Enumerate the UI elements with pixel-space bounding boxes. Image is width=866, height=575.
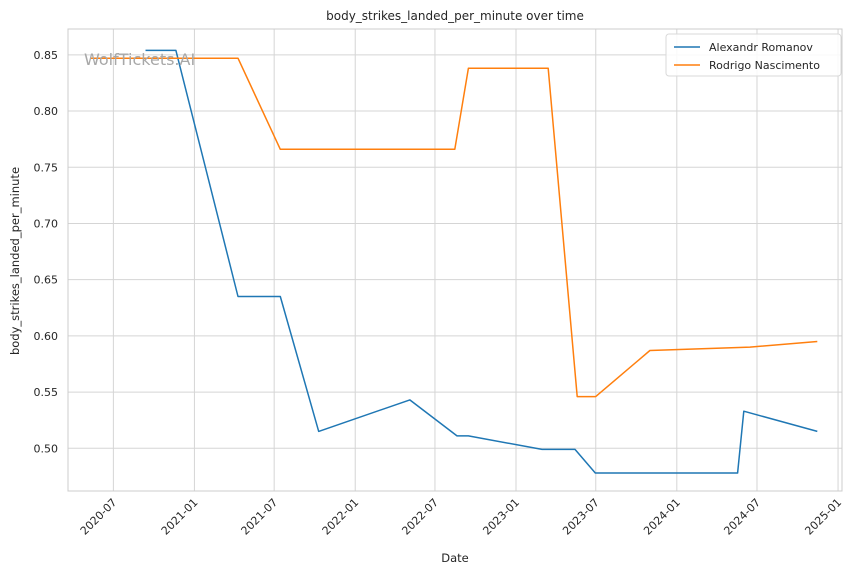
watermark: WolfTickets.AI bbox=[84, 50, 195, 69]
y-tick-label: 0.85 bbox=[34, 49, 59, 62]
series-lines bbox=[90, 49, 818, 474]
grid bbox=[68, 29, 842, 491]
y-axis-label: body_strikes_landed_per_minute bbox=[8, 167, 22, 355]
y-tick-label: 0.80 bbox=[34, 105, 59, 118]
x-axis-label: Date bbox=[441, 551, 469, 565]
y-tick-label: 0.75 bbox=[34, 161, 59, 174]
y-tick-label: 0.65 bbox=[34, 274, 59, 287]
y-tick-label: 0.60 bbox=[34, 330, 59, 343]
series-line-alexandr-romanov bbox=[145, 49, 818, 474]
plot-area bbox=[67, 28, 843, 492]
chart-title: body_strikes_landed_per_minute over time bbox=[326, 9, 584, 23]
legend: Alexandr Romanov Rodrigo Nascimento bbox=[665, 33, 842, 77]
y-tick-label: 0.70 bbox=[34, 217, 59, 230]
legend-box bbox=[665, 33, 842, 77]
y-axis-ticks: 0.50 0.55 0.60 0.65 0.70 0.75 0.80 0.85 bbox=[34, 49, 59, 455]
legend-label-rodrigo-nascimento: Rodrigo Nascimento bbox=[709, 59, 820, 72]
y-tick-label: 0.50 bbox=[34, 442, 59, 455]
series-line-rodrigo-nascimento bbox=[90, 57, 818, 398]
y-tick-label: 0.55 bbox=[34, 386, 59, 399]
legend-label-alexandr-romanov: Alexandr Romanov bbox=[709, 41, 813, 54]
